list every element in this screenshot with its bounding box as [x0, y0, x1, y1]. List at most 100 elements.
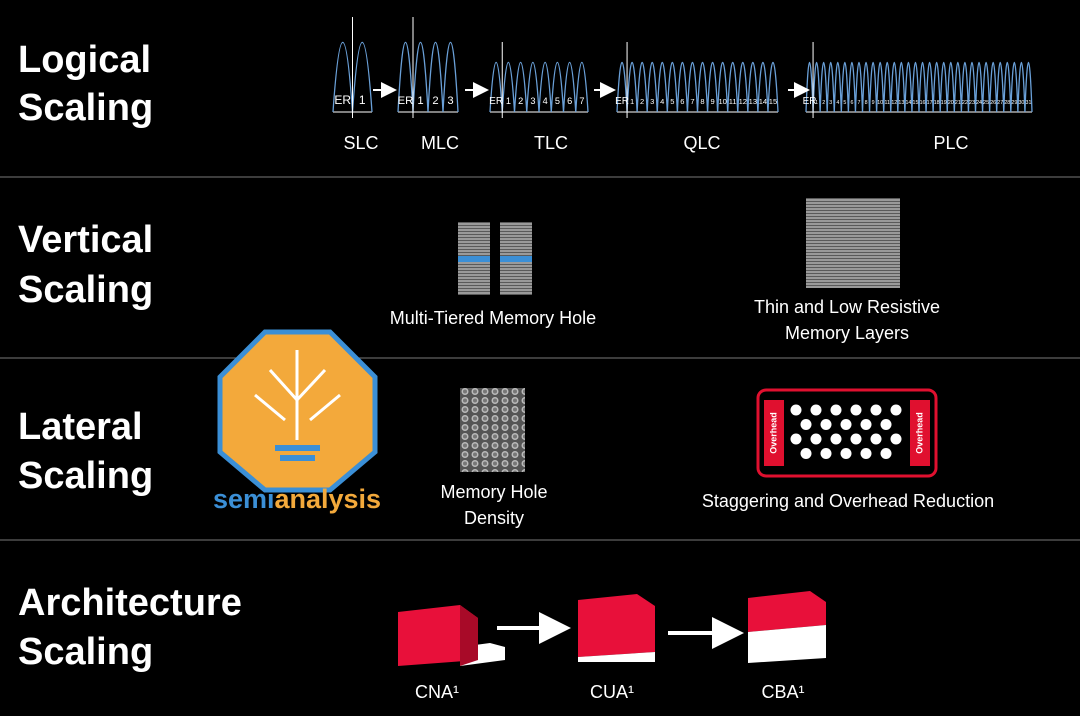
state-label: 8	[700, 97, 704, 106]
state-label: 10	[718, 97, 726, 106]
cell-name: TLC	[534, 133, 568, 153]
overhead-label: Overhead	[914, 412, 924, 454]
caption: Staggering and Overhead Reduction	[702, 491, 994, 511]
state-label: 4	[836, 100, 839, 106]
section-title: Scaling	[18, 269, 153, 311]
state-label: 1	[506, 96, 511, 106]
state-label: 5	[843, 100, 846, 106]
cell-name: QLC	[683, 133, 720, 153]
hole	[810, 433, 822, 445]
state-label: 11	[729, 97, 737, 106]
section-title: Vertical	[18, 219, 153, 261]
section-title: Architecture	[18, 582, 242, 624]
cell-name: PLC	[933, 133, 968, 153]
state-label: 17	[927, 100, 933, 106]
state-label: ER	[803, 96, 817, 107]
state-label: 6	[850, 100, 853, 106]
hole	[850, 433, 862, 445]
hole	[800, 448, 812, 459]
section-title: Scaling	[18, 631, 153, 673]
distribution-curve	[332, 41, 373, 113]
arch-label: CNA¹	[415, 682, 459, 702]
section-title: Scaling	[18, 455, 153, 497]
caption: Multi-Tiered Memory Hole	[390, 308, 596, 328]
arch-diagram	[398, 591, 826, 666]
state-label: 5	[670, 97, 674, 106]
state-label: 21	[955, 100, 961, 106]
state-label: 7	[690, 97, 694, 106]
hole	[830, 433, 842, 445]
hole	[890, 433, 902, 445]
distribution-curve	[805, 61, 1033, 113]
state-label: 14	[905, 100, 911, 106]
distribution-curve	[616, 61, 779, 113]
state-label: 30	[1018, 100, 1024, 106]
state-label: 2	[518, 96, 523, 106]
state-label: 1	[815, 100, 818, 106]
state-label: 12	[739, 97, 747, 106]
state-label: 16	[920, 100, 926, 106]
hole	[790, 433, 802, 445]
caption: Memory Hole	[440, 482, 547, 502]
hole	[880, 448, 892, 459]
state-label: 8	[865, 100, 868, 106]
arch-label: CUA¹	[590, 682, 634, 702]
state-label: 14	[759, 97, 767, 106]
hole	[810, 404, 822, 416]
hole	[820, 448, 832, 459]
state-label: 22	[962, 100, 968, 106]
state-label: 9	[872, 100, 875, 106]
hole	[800, 419, 812, 430]
state-label: 3	[829, 100, 832, 106]
state-label: 2	[432, 95, 438, 107]
state-label: 19	[941, 100, 947, 106]
state-label: 27	[997, 100, 1003, 106]
overhead-label: Overhead	[768, 412, 778, 454]
state-label: 20	[948, 100, 954, 106]
state-label: 4	[543, 96, 548, 106]
state-label: 4	[660, 97, 664, 106]
layers-image	[806, 198, 900, 288]
state-label: ER	[615, 96, 629, 107]
cell-name: MLC	[421, 133, 459, 153]
state-label: 24	[976, 100, 982, 106]
distribution-curve	[489, 61, 589, 113]
hole	[860, 448, 872, 459]
hole	[790, 404, 802, 416]
state-label: 2	[640, 97, 644, 106]
state-label: 3	[447, 95, 453, 107]
state-label: 5	[555, 96, 560, 106]
state-label: 11	[884, 100, 890, 106]
state-label: 18	[934, 100, 940, 106]
stagger-diagram	[756, 388, 938, 478]
hole	[870, 433, 882, 445]
hole	[820, 419, 832, 430]
state-label: 7	[858, 100, 861, 106]
hole	[840, 448, 852, 459]
hole	[880, 419, 892, 430]
state-label: 1	[359, 93, 366, 107]
state-label: 9	[710, 97, 714, 106]
hole	[850, 404, 862, 416]
state-label: 12	[891, 100, 897, 106]
logo-part: semi	[213, 484, 275, 514]
state-label: 3	[530, 96, 535, 106]
separators	[0, 176, 1080, 541]
density-image	[460, 388, 525, 472]
state-label: 28	[1004, 100, 1010, 106]
arch-label: CBA¹	[761, 682, 804, 702]
logo: semianalysis	[213, 329, 381, 514]
state-label: 10	[877, 100, 883, 106]
section-title: Scaling	[18, 87, 153, 129]
state-label: 6	[680, 97, 684, 106]
state-label: 13	[898, 100, 904, 106]
hole	[840, 419, 852, 430]
hole	[890, 404, 902, 416]
state-label: 7	[579, 96, 584, 106]
state-label: 6	[567, 96, 572, 106]
state-label: 29	[1011, 100, 1017, 106]
section-title: Logical	[18, 39, 151, 81]
memory-hole-image	[458, 222, 532, 295]
section-title: Lateral	[18, 406, 143, 448]
